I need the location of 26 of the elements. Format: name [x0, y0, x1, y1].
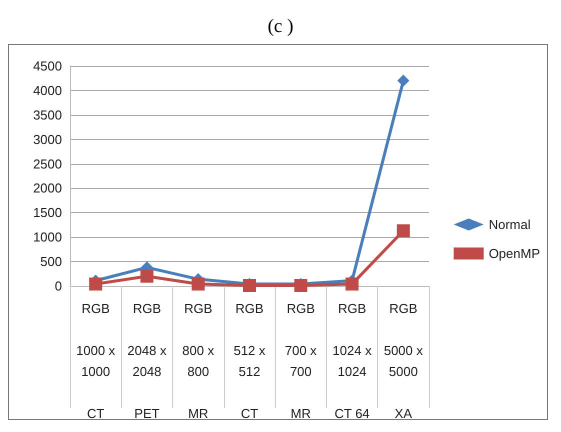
- y-tick-label: 1000: [33, 230, 62, 245]
- category-label: RGB 2048 x 2048 PET: [127, 301, 166, 421]
- category-label: RGB 512 x 512 CT: [234, 301, 266, 421]
- point: [192, 278, 205, 291]
- legend-label: OpenMP: [488, 246, 540, 261]
- y-tick-label: 1500: [33, 205, 62, 220]
- category-label: RGB 5000 x 5000 XA: [384, 301, 423, 421]
- point: [346, 278, 359, 291]
- y-tick-label: 0: [54, 278, 62, 294]
- point: [89, 278, 102, 291]
- y-tick-label: 500: [40, 254, 62, 270]
- category-label: RGB 800 x 800 MR: [182, 301, 214, 421]
- chart-title: (c ): [268, 16, 294, 37]
- y-tick-label: 2000: [33, 180, 62, 196]
- point: [396, 224, 410, 238]
- y-tick-label: 3000: [33, 132, 62, 147]
- category-label: RGB 1000 x 1000 CT: [76, 301, 116, 421]
- category-label: RGB 1024 x 1024 CT 64: [332, 301, 372, 421]
- point: [397, 74, 410, 87]
- legend-label: Normal: [488, 217, 531, 232]
- point: [140, 270, 154, 283]
- category-label: RGB 700 x 700 MR: [284, 301, 317, 421]
- y-tick-label: 2500: [33, 156, 62, 172]
- y-tick-label: 4500: [33, 58, 62, 74]
- y-tick-label: 4000: [33, 82, 62, 98]
- y-tick-label: 3500: [33, 107, 62, 122]
